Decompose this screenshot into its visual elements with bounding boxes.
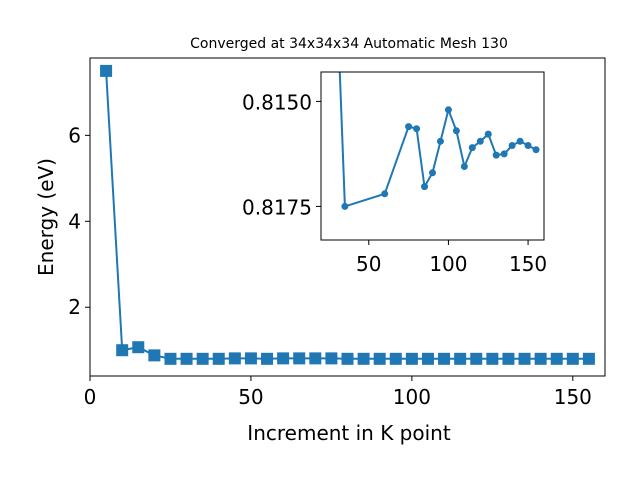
data-point [132,341,145,354]
data-point [470,352,483,365]
inset-data-point [421,183,429,191]
inset-data-point [413,125,421,133]
y-tick-label: 2 [68,295,81,319]
inset-x-tick-label: 100 [429,252,467,276]
x-tick-label: 150 [554,385,592,409]
inset-data-point [508,142,516,149]
data-point [244,352,257,365]
data-point [389,352,402,365]
data-point [325,352,338,365]
inset-data-point [516,137,524,145]
data-point [373,352,386,365]
data-point [421,352,434,365]
data-point [293,352,306,365]
inset-data-point [524,142,532,149]
inset-data-point [476,137,484,145]
y-axis-label: Energy (eV) [34,158,58,276]
data-point [502,352,515,365]
data-point [518,352,531,365]
data-point [196,352,209,365]
data-point [534,352,547,365]
y-tick-label: 6 [68,123,81,147]
inset-data-point [405,123,413,131]
chart-title: Converged at 34x34x34 Automatic Mesh 130 [190,36,508,52]
data-point [212,352,225,365]
inset-data-point [444,106,452,114]
inset-data-point [381,190,389,198]
data-point [164,352,177,365]
data-point [454,352,467,365]
inset-data-point [484,130,492,138]
inset-ticks: 50 100 150 0.8150 0.8175 [242,90,547,276]
inset-series [338,72,540,210]
data-point [486,352,499,365]
inset-data-point [436,137,444,145]
data-point [261,352,274,365]
inset-background [321,72,544,240]
inset-data-point [492,151,500,159]
x-tick-label: 50 [238,385,263,409]
inset-data-point [452,127,460,135]
data-point [550,352,563,365]
data-point [357,352,370,365]
x-tick-label: 100 [393,385,431,409]
inset-plot-area [338,72,540,210]
data-point [582,352,595,365]
main-ticks: 0 50 100 150 2 4 6 [68,123,592,409]
inset-y-tick-label: 0.8175 [242,195,312,219]
data-point [405,352,418,365]
inset-data-point [532,146,540,154]
data-point [438,352,451,365]
x-tick-label: 0 [84,385,97,409]
y-tick-label: 4 [68,209,81,233]
inset-y-tick-label: 0.8150 [242,90,312,114]
inset-x-tick-label: 150 [509,252,547,276]
inset-data-point [500,150,508,158]
data-point [100,64,113,77]
inset-data-point [341,202,349,210]
inset-x-tick-label: 50 [356,252,381,276]
inset-data-point [429,169,436,177]
data-point [277,352,290,365]
x-axis-label: Increment in K point [247,421,451,445]
data-point [228,352,241,365]
data-point [341,352,354,365]
data-point [116,344,129,357]
main-axes-frame [89,57,606,377]
inset-data-point [468,144,476,152]
inset-axes-frame [320,71,545,241]
data-point [566,352,579,365]
data-point [148,349,161,362]
main-series [100,64,595,365]
data-point [180,352,193,365]
data-point [309,352,322,365]
inset-data-point [460,163,468,170]
